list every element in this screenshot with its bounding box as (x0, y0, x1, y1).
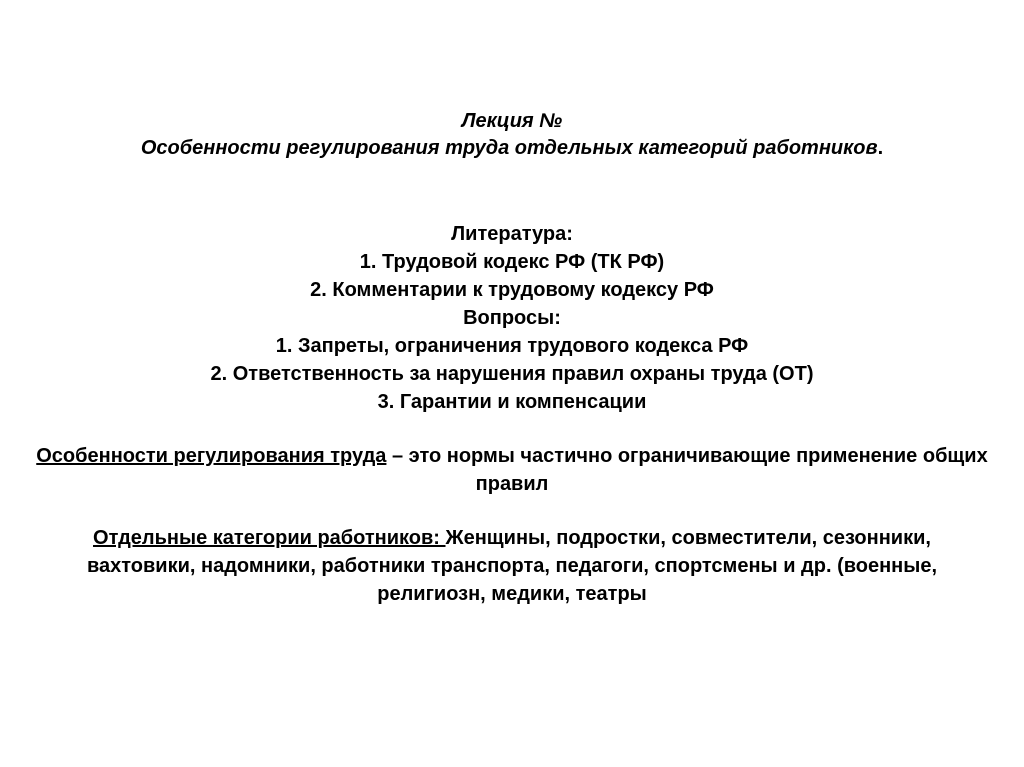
questions-item-2: 2. Ответственность за нарушения правил о… (210, 360, 813, 388)
definition-term: Особенности регулирования труда (36, 445, 386, 467)
questions-item-3: 3. Гарантии и компенсации (210, 388, 813, 416)
literature-section: Литература: 1. Трудовой кодекс РФ (ТК РФ… (210, 220, 813, 416)
questions-heading: Вопросы: (210, 304, 813, 332)
lecture-subtitle: Особенности регулирования труда отдельны… (141, 135, 883, 162)
categories-term: Отдельные категории работников: (93, 527, 446, 549)
literature-item-1: 1. Трудовой кодекс РФ (ТК РФ) (210, 248, 813, 276)
title-block: Лекция № Особенности регулирования труда… (141, 108, 883, 162)
literature-item-2: 2. Комментарии к трудовому кодексу РФ (210, 276, 813, 304)
categories-block: Отдельные категории работников: Женщины,… (62, 524, 962, 608)
lecture-number: Лекция № (141, 108, 883, 135)
questions-item-1: 1. Запреты, ограничения трудового кодекс… (210, 332, 813, 360)
literature-heading: Литература: (210, 220, 813, 248)
definition-rest: – это нормы частично ограничивающие прим… (386, 445, 987, 495)
definition-block: Особенности регулирования труда – это но… (0, 442, 1024, 498)
subtitle-period: . (878, 137, 884, 159)
subtitle-text: Особенности регулирования труда отдельны… (141, 137, 878, 159)
